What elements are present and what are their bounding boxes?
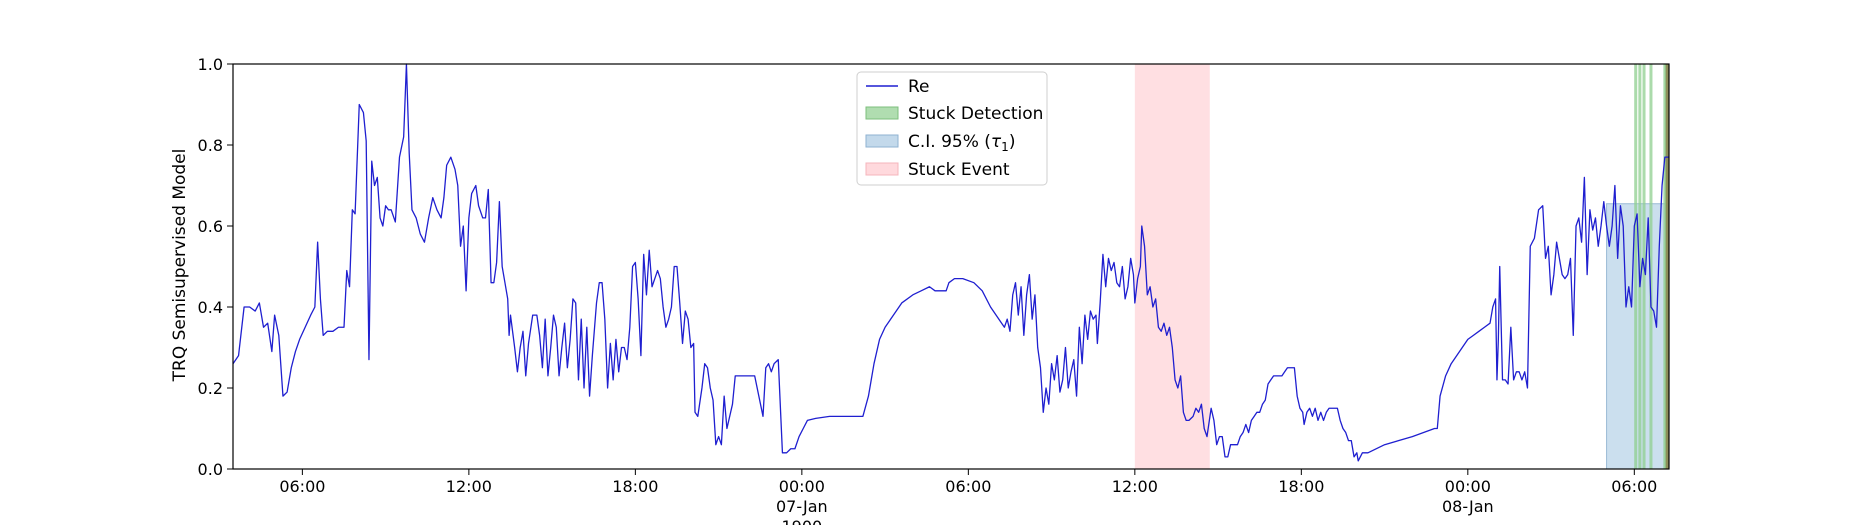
stuck-event-region bbox=[1134, 64, 1210, 469]
plot-frame bbox=[232, 63, 1670, 470]
legend-label: C.I. 95% (τ1) bbox=[908, 132, 1015, 154]
x-tick-label: 06:00 bbox=[945, 477, 991, 496]
y-axis-ticks: 0.0 0.2 0.4 0.6 0.8 1.0 bbox=[198, 55, 233, 479]
y-tick-label: 0.8 bbox=[198, 136, 223, 155]
x-axis-ticks: 06:0012:0018:0000:0007-Jan190006:0012:00… bbox=[279, 469, 1657, 525]
x-tick-label: 18:00 bbox=[612, 477, 658, 496]
y-tick-label: 0.6 bbox=[198, 217, 223, 236]
stuck-detection-band bbox=[1649, 64, 1653, 469]
x-tick-label: 00:00 bbox=[779, 477, 825, 496]
legend: Re Stuck Detection C.I. 95% (τ1) Stuck Even… bbox=[856, 71, 1048, 186]
x-tick-sublabel: 07-Jan bbox=[776, 497, 828, 516]
y-axis-label: TRQ Semisupervised Model bbox=[170, 149, 190, 383]
x-tick-label: 18:00 bbox=[1278, 477, 1324, 496]
legend-swatch-patch bbox=[865, 162, 899, 176]
y-tick-label: 0.2 bbox=[198, 379, 223, 398]
axes bbox=[232, 63, 1670, 470]
y-tick-label: 0.4 bbox=[198, 298, 223, 317]
highlight-regions bbox=[1134, 64, 1670, 470]
legend-swatch-patch bbox=[865, 134, 899, 148]
series-line-re bbox=[232, 63, 1669, 462]
x-tick-label: 00:00 bbox=[1445, 477, 1491, 496]
legend-label: Stuck Event bbox=[908, 160, 1010, 180]
legend-box bbox=[856, 71, 1048, 186]
x-tick-sublabel: 1900 bbox=[781, 517, 822, 525]
y-tick-label: 1.0 bbox=[198, 55, 223, 74]
series-layer bbox=[232, 63, 1669, 462]
x-tick-label: 12:00 bbox=[1112, 477, 1158, 496]
y-tick-label: 0.0 bbox=[198, 460, 223, 479]
x-tick-label: 06:00 bbox=[279, 477, 325, 496]
stuck-detection-band bbox=[1638, 64, 1642, 469]
stuck-detection-band bbox=[1634, 64, 1638, 469]
x-tick-sublabel: 08-Jan bbox=[1442, 497, 1494, 516]
stuck-overlap-band bbox=[1665, 64, 1669, 469]
x-tick-label: 12:00 bbox=[446, 477, 492, 496]
x-tick-label: 06:00 bbox=[1611, 477, 1657, 496]
legend-label: Stuck Detection bbox=[908, 104, 1043, 124]
legend-label: Re bbox=[908, 77, 930, 97]
legend-swatch-patch bbox=[865, 106, 899, 120]
